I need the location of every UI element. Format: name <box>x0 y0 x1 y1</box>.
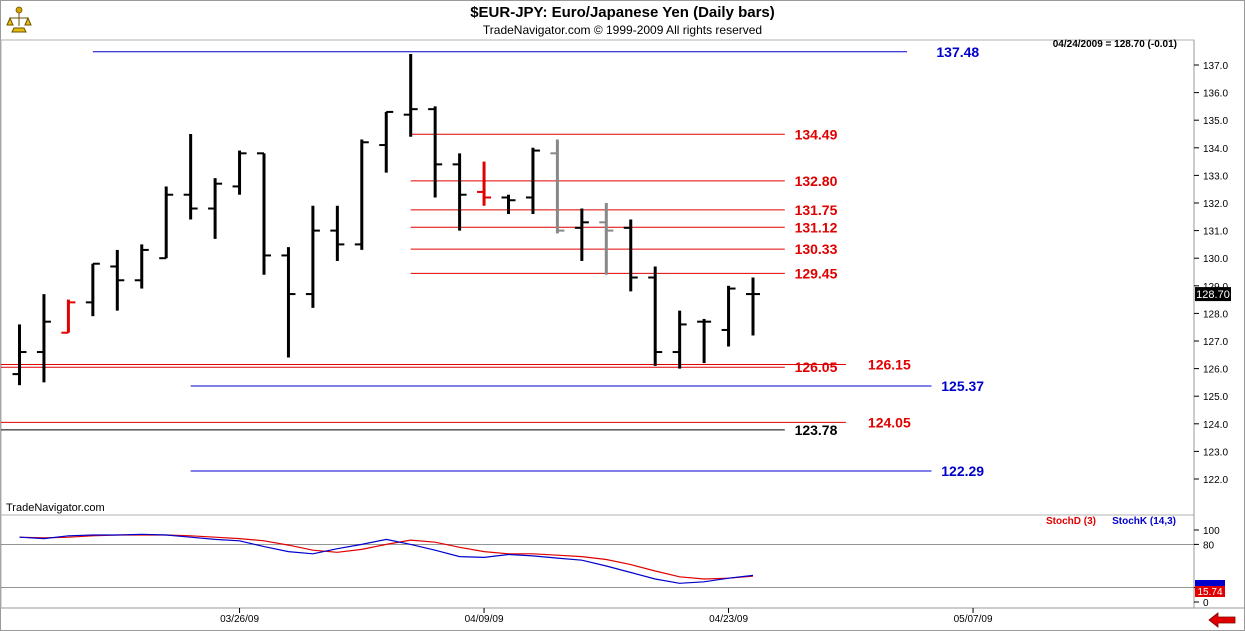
price-y-axis: 122.0123.0124.0125.0126.0127.0128.0129.0… <box>1194 61 1228 486</box>
level-label: 131.75 <box>795 202 838 218</box>
y-tick-label: 124.0 <box>1203 420 1228 431</box>
last-quote: 04/24/2009 = 128.70 (-0.01) <box>1053 39 1177 50</box>
x-tick-label: 05/07/09 <box>954 614 993 625</box>
y-tick-label: 125.0 <box>1203 392 1228 403</box>
y-tick-label: 134.0 <box>1203 144 1228 155</box>
level-label: 130.33 <box>795 241 838 257</box>
level-label: 126.15 <box>868 356 911 372</box>
price-pane <box>0 39 1195 516</box>
ind-y-tick-label: 0 <box>1203 598 1209 609</box>
level-label: 132.80 <box>795 173 838 189</box>
legend-stoch-k: StochK (14,3) <box>1112 516 1176 527</box>
y-tick-label: 137.0 <box>1203 61 1228 72</box>
price-bars <box>12 53 760 386</box>
legend-stoch-d: StochD (3) <box>1046 516 1096 527</box>
level-label: 134.49 <box>795 126 838 142</box>
chart-copyright: TradeNavigator.com © 1999-2009 All right… <box>482 23 763 37</box>
stoch-value-tag: 15.74 <box>1195 580 1225 598</box>
stochastic-lines <box>1 533 1194 588</box>
y-tick-label: 123.0 <box>1203 447 1228 458</box>
y-tick-label: 130.0 <box>1203 254 1228 265</box>
y-tick-label: 122.0 <box>1203 475 1228 486</box>
y-tick-label: 135.0 <box>1203 116 1228 127</box>
stoch-value-text: 15.74 <box>1197 587 1222 598</box>
x-tick-label: 04/09/09 <box>465 614 504 625</box>
ind-y-tick-label: 100 <box>1203 526 1220 537</box>
y-tick-label: 126.0 <box>1203 365 1228 376</box>
scroll-left-arrow-icon[interactable] <box>1207 612 1237 628</box>
level-label: 125.37 <box>941 378 984 394</box>
level-label: 131.12 <box>795 219 838 235</box>
level-label: 124.05 <box>868 414 911 430</box>
date-axis: 03/26/09 04/09/09 04/23/09 05/07/09 <box>220 608 993 625</box>
level-label: 137.48 <box>936 44 979 60</box>
x-tick-label: 04/23/09 <box>709 614 748 625</box>
stoch-series-line <box>19 534 754 580</box>
level-label: 129.45 <box>795 265 838 281</box>
level-label: 123.78 <box>795 422 838 438</box>
chart-title: $EUR-JPY: Euro/Japanese Yen (Daily bars) <box>470 4 775 21</box>
x-tick-label: 03/26/09 <box>220 614 259 625</box>
watermark: TradeNavigator.com <box>6 502 105 514</box>
trade-navigator-logo-icon[interactable] <box>4 4 34 34</box>
y-tick-label: 128.0 <box>1203 309 1228 320</box>
y-tick-label: 136.0 <box>1203 89 1228 100</box>
y-tick-label: 131.0 <box>1203 227 1228 238</box>
y-tick-label: 127.0 <box>1203 337 1228 348</box>
stoch-series-line <box>19 533 754 584</box>
current-price-tag: 128.70 <box>1195 287 1231 302</box>
y-tick-label: 132.0 <box>1203 199 1228 210</box>
level-label: 126.05 <box>795 359 838 375</box>
current-price-text: 128.70 <box>1196 289 1230 301</box>
ind-y-tick-label: 80 <box>1203 540 1215 551</box>
y-tick-label: 133.0 <box>1203 171 1228 182</box>
level-label: 122.29 <box>941 463 984 479</box>
indicator-pane <box>0 514 1195 609</box>
